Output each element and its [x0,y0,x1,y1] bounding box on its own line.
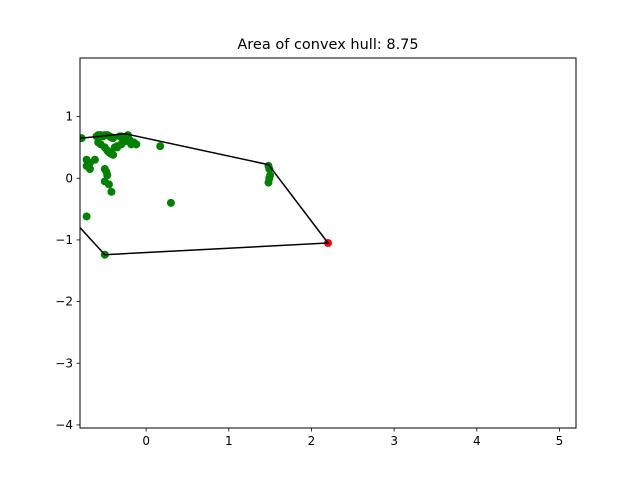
data-point [109,134,118,143]
data-point [132,140,141,149]
data-point [166,198,175,207]
x-tick-label: 4 [473,434,481,448]
x-tick-label: 0 [142,434,150,448]
x-tick-label: 3 [390,434,398,448]
axes-frame [79,57,577,429]
y-tick-label: 0 [65,171,73,185]
x-tick-label: 5 [556,434,564,448]
chart-title: Area of convex hull: 8.75 [237,37,418,53]
y-tick-label: −4 [55,418,73,432]
data-point [82,212,91,221]
data-point [103,171,112,180]
data-point [117,140,126,149]
data-point [107,187,116,196]
axis-ticks: 0 1 2 3 4 5 1 0 −1 −2 −3 −4 [55,110,563,448]
y-tick-label: −1 [55,233,73,247]
data-point [109,150,118,159]
convex-hull-line [80,133,330,256]
y-tick-label: −3 [55,356,73,370]
plot-area [80,131,332,259]
data-point [265,165,274,173]
data-point [156,142,165,151]
x-tick-label: 2 [308,434,316,448]
y-tick-label: −2 [55,295,73,309]
data-point [264,178,273,187]
data-point [90,155,99,164]
data-point [104,180,113,189]
data-point [85,165,94,173]
y-tick-label: 1 [65,110,73,124]
x-tick-label: 1 [225,434,233,448]
